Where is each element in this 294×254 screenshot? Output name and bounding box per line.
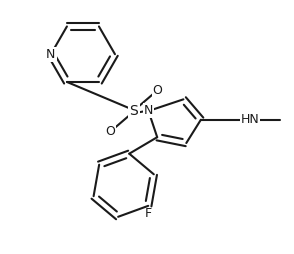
Text: S: S — [130, 104, 138, 118]
Text: N: N — [46, 48, 56, 61]
Text: HN: HN — [241, 113, 260, 126]
Text: O: O — [152, 84, 162, 97]
Text: F: F — [145, 207, 152, 220]
Text: O: O — [106, 125, 116, 138]
Text: N: N — [144, 104, 153, 118]
